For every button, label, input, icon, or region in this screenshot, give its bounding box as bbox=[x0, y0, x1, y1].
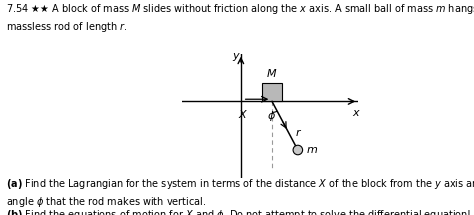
Circle shape bbox=[293, 145, 302, 155]
Bar bbox=[262, 83, 282, 101]
Text: $\mathbf{(b)}$ Find the equations of motion for $X$ and $\phi$. Do not attempt t: $\mathbf{(b)}$ Find the equations of mot… bbox=[6, 208, 471, 215]
Text: 7.54 $\bigstar\bigstar$ A block of mass $M$ slides without friction along the $x: 7.54 $\bigstar\bigstar$ A block of mass … bbox=[6, 2, 474, 16]
Text: massless rod of length $r$.: massless rod of length $r$. bbox=[6, 20, 127, 34]
Text: $m$: $m$ bbox=[306, 145, 319, 155]
Text: $\mathbf{(a)}$ Find the Lagrangian for the system in terms of the distance $X$ o: $\mathbf{(a)}$ Find the Lagrangian for t… bbox=[6, 177, 474, 191]
Text: $M$: $M$ bbox=[266, 68, 278, 79]
Text: $r$: $r$ bbox=[295, 127, 302, 138]
Text: $y$: $y$ bbox=[232, 51, 241, 63]
Text: $x$: $x$ bbox=[352, 108, 361, 118]
Text: $\phi$: $\phi$ bbox=[267, 109, 276, 123]
Text: $X$: $X$ bbox=[238, 108, 249, 120]
Text: angle $\phi$ that the rod makes with vertical.: angle $\phi$ that the rod makes with ver… bbox=[6, 195, 206, 209]
